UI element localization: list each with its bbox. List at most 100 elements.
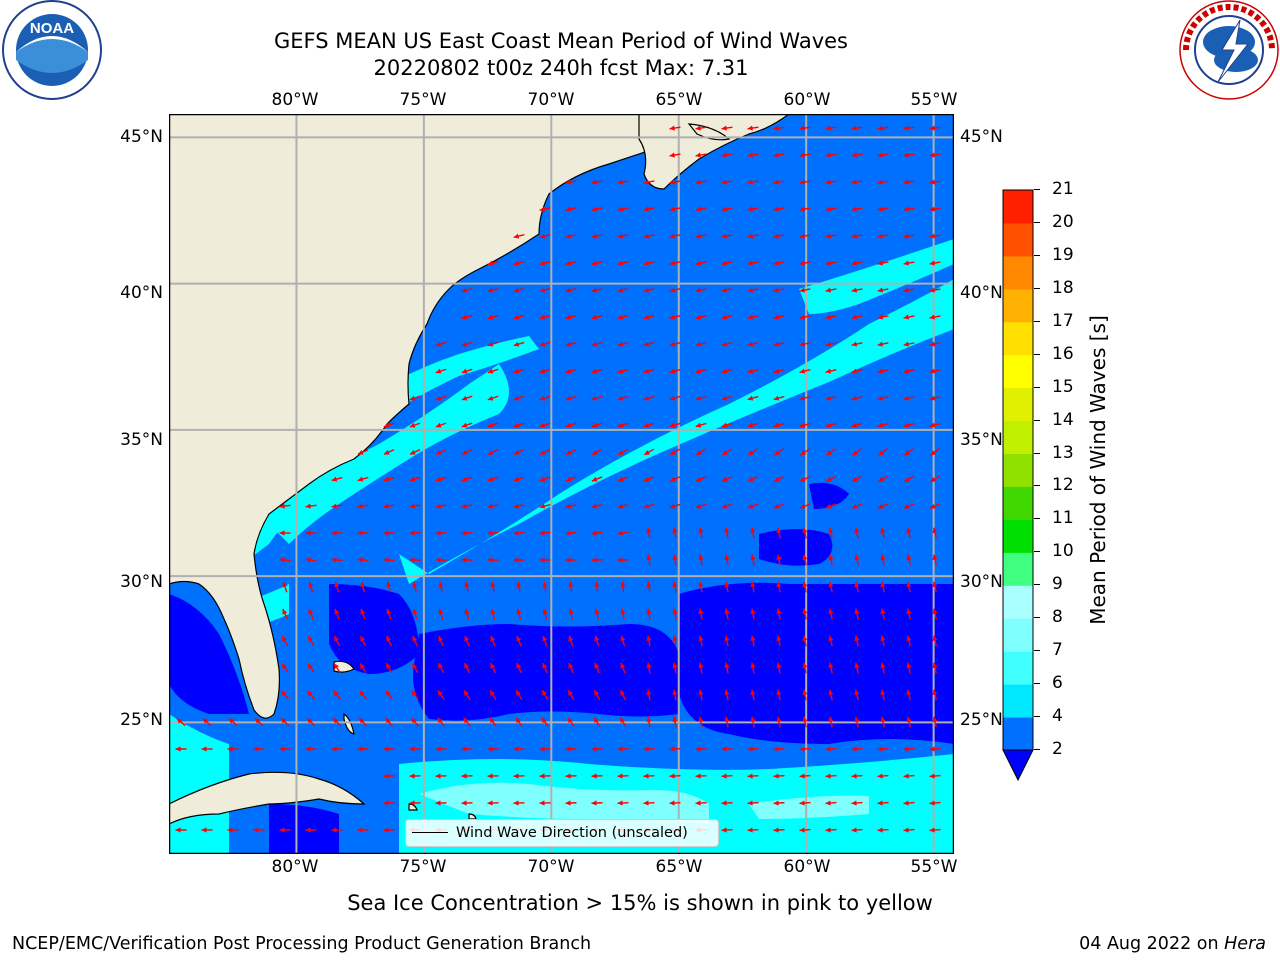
wave-direction-arrow xyxy=(776,689,782,701)
wave-direction-arrow xyxy=(906,554,912,566)
wave-direction-arrow xyxy=(281,635,289,647)
colorbar-tick-label: 19 xyxy=(1052,244,1074,265)
wave-direction-arrow xyxy=(929,287,941,293)
wave-direction-arrow xyxy=(903,746,915,752)
wave-direction-arrow xyxy=(903,773,915,779)
wave-direction-arrow xyxy=(854,608,860,620)
wave-direction-arrow xyxy=(643,314,655,320)
colorbar-tick-mark xyxy=(1034,254,1040,256)
wave-direction-arrow xyxy=(332,717,342,727)
wave-direction-arrow xyxy=(773,152,785,158)
wave-direction-arrow xyxy=(750,554,756,566)
wave-direction-arrow xyxy=(539,448,551,456)
wave-direction-arrow xyxy=(383,530,395,536)
wave-direction-arrow xyxy=(513,287,525,293)
wave-direction-arrow xyxy=(669,746,681,752)
wave-direction-arrow xyxy=(409,476,421,482)
wave-direction-arrow xyxy=(461,746,473,752)
wave-direction-arrow xyxy=(851,368,863,374)
wave-direction-arrow xyxy=(305,746,317,752)
wave-direction-arrow xyxy=(773,260,785,266)
wave-direction-arrow xyxy=(828,608,834,620)
wave-direction-arrow xyxy=(359,690,367,700)
wave-direction-arrow xyxy=(591,368,603,374)
wave-direction-arrow xyxy=(513,746,525,752)
wave-direction-arrow xyxy=(669,368,681,374)
wave-direction-arrow xyxy=(750,662,756,674)
wave-direction-arrow xyxy=(487,448,499,456)
wave-direction-arrow xyxy=(539,233,551,239)
wave-direction-arrow xyxy=(721,314,733,320)
wave-direction-arrow xyxy=(802,608,808,620)
colorbar xyxy=(1002,188,1034,782)
wave-direction-arrow xyxy=(932,527,938,539)
wave-direction-arrow xyxy=(617,314,629,320)
wave-direction-arrow xyxy=(747,233,759,239)
wave-direction-arrow xyxy=(828,662,834,674)
map-panel[interactable] xyxy=(168,113,955,855)
wave-direction-arrow xyxy=(435,746,447,752)
wave-direction-arrow xyxy=(880,581,886,593)
wave-direction-arrow xyxy=(799,152,811,158)
wave-direction-arrow xyxy=(932,635,938,647)
wave-direction-arrow xyxy=(903,152,915,158)
colorbar-tick-mark xyxy=(1034,485,1040,487)
wave-direction-arrow xyxy=(773,800,785,806)
wave-direction-arrow xyxy=(903,475,915,483)
wave-direction-arrow xyxy=(825,746,837,752)
wave-direction-arrow xyxy=(435,530,447,536)
wave-direction-arrow xyxy=(516,635,522,647)
wave-direction-arrow xyxy=(487,530,499,536)
wave-direction-arrow xyxy=(747,395,759,401)
wave-direction-arrow xyxy=(669,179,681,185)
wave-direction-arrow xyxy=(593,689,601,701)
wave-direction-arrow xyxy=(385,690,393,700)
wave-direction-arrow xyxy=(386,635,392,647)
wave-direction-arrow xyxy=(773,314,785,320)
colorbar-tick-label: 21 xyxy=(1052,179,1074,199)
wave-direction-arrow xyxy=(877,800,889,806)
wave-direction-arrow xyxy=(435,557,447,563)
wave-direction-arrow xyxy=(773,773,785,779)
wave-direction-arrow xyxy=(333,635,341,647)
wave-direction-arrow xyxy=(854,527,860,539)
wave-direction-arrow xyxy=(851,152,863,158)
wave-direction-arrow xyxy=(929,773,941,779)
wave-direction-arrow xyxy=(594,635,600,647)
wave-direction-arrow xyxy=(305,503,317,509)
wave-direction-arrow xyxy=(541,689,549,701)
wave-direction-arrow xyxy=(617,476,629,482)
wave-direction-arrow xyxy=(825,314,837,320)
wave-direction-arrow xyxy=(799,422,811,428)
lat-tick-left: 25°N xyxy=(120,710,163,730)
wave-direction-arrow xyxy=(279,557,291,563)
wave-direction-arrow xyxy=(464,608,470,620)
wave-direction-arrow xyxy=(776,608,782,620)
wave-direction-arrow xyxy=(825,422,837,428)
wave-direction-arrow xyxy=(721,206,733,212)
noaa-logo: NOAA xyxy=(1,0,103,100)
wave-direction-arrow xyxy=(747,206,759,212)
wave-direction-arrow xyxy=(695,341,707,347)
wave-direction-arrow xyxy=(409,800,421,806)
wave-direction-arrow xyxy=(776,581,782,593)
wave-direction-arrow xyxy=(643,476,655,482)
colorbar-tick-mark xyxy=(1034,584,1040,586)
wave-direction-arrow xyxy=(383,827,395,833)
wave-direction-arrow xyxy=(698,554,704,566)
wave-direction-arrow xyxy=(799,368,811,374)
lat-tick-left: 35°N xyxy=(120,430,163,450)
lon-tick-bottom: 65°W xyxy=(655,857,703,877)
wave-direction-arrow xyxy=(825,827,837,833)
wave-direction-arrow xyxy=(750,635,756,647)
wave-direction-arrow xyxy=(825,233,837,239)
wave-direction-arrow xyxy=(591,395,603,401)
wave-direction-arrow xyxy=(672,527,678,539)
wave-direction-arrow xyxy=(698,581,704,593)
colorbar-tick-mark xyxy=(1034,320,1040,322)
wave-direction-arrow xyxy=(643,448,655,456)
wave-direction-arrow xyxy=(279,503,291,509)
wave-direction-arrow xyxy=(539,260,551,266)
colorbar-segment xyxy=(1003,519,1033,553)
wave-direction-arrow xyxy=(228,717,238,727)
